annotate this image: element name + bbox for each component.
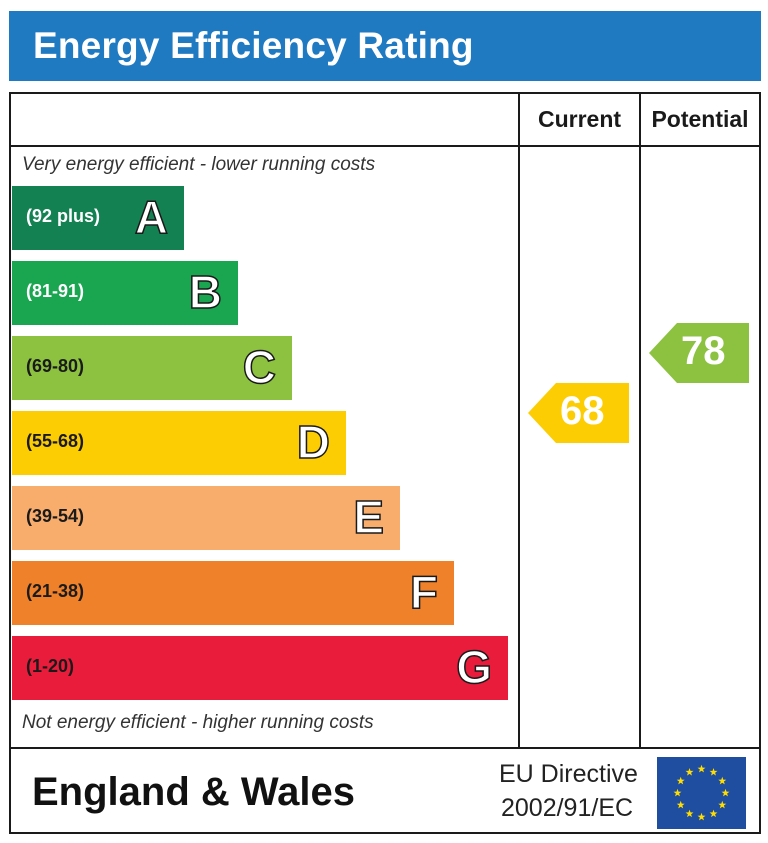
band-letter: B	[188, 265, 223, 319]
band-d: (55-68) D	[12, 411, 346, 475]
band-letter: G	[455, 640, 492, 694]
potential-arrow-polygon	[649, 323, 749, 383]
band-letter: E	[353, 490, 385, 544]
bottom-efficiency-note: Not energy efficient - higher running co…	[22, 712, 374, 733]
current-rating-value: 68	[560, 389, 605, 433]
header-divider	[9, 145, 761, 147]
band-letter: C	[242, 340, 277, 394]
flag-star	[676, 800, 685, 809]
band-e: (39-54) E	[12, 486, 400, 550]
flag-star	[718, 776, 727, 785]
flag-star	[709, 768, 718, 776]
flag-star	[721, 788, 730, 797]
band-g: (1-20) G	[12, 636, 508, 700]
band-range-label: (81-91)	[26, 281, 85, 301]
flag-star	[685, 809, 694, 818]
band-range-label: (92 plus)	[26, 206, 101, 226]
flag-star	[718, 800, 727, 809]
rating-frame	[9, 92, 761, 834]
current-column-header: Current	[537, 106, 622, 132]
title-bar: Energy Efficiency Rating	[9, 11, 761, 81]
flag-star	[697, 764, 706, 773]
band-letter: A	[134, 190, 169, 244]
flag-star	[676, 776, 685, 785]
footer-divider	[9, 747, 761, 749]
band-range-label: (39-54)	[26, 506, 85, 526]
band-range-label: (55-68)	[26, 431, 85, 451]
potential-column-divider	[639, 92, 641, 749]
band-range-label: (69-80)	[26, 356, 85, 376]
flag-star	[697, 812, 706, 821]
flag-star	[685, 768, 694, 776]
flag-star	[709, 809, 718, 818]
chart-title: Energy Efficiency Rating	[33, 25, 474, 66]
potential-column-header: Potential	[651, 106, 749, 132]
band-f: (21-38) F	[12, 561, 454, 625]
current-rating-arrow: 68	[528, 383, 629, 443]
region-label: England & Wales	[32, 770, 356, 814]
eu-flag-icon	[657, 757, 746, 829]
current-column-divider	[518, 92, 520, 749]
band-a: (92 plus) A	[12, 186, 184, 250]
band-letter: F	[409, 565, 439, 619]
band-range-label: (1-20)	[26, 656, 75, 676]
current-arrow-shape	[528, 383, 629, 443]
band-letter: D	[296, 415, 331, 469]
band-c: (69-80) C	[12, 336, 292, 400]
flag-star	[673, 788, 682, 797]
directive-line-1: EU Directive	[499, 760, 638, 788]
top-efficiency-note: Very energy efficient - lower running co…	[22, 154, 376, 175]
band-b: (81-91) B	[12, 261, 238, 325]
potential-rating-arrow: 78	[649, 323, 749, 383]
potential-rating-value: 78	[681, 329, 726, 373]
directive-line-2: 2002/91/EC	[501, 794, 634, 822]
current-arrow-polygon	[528, 383, 629, 443]
band-range-label: (21-38)	[26, 581, 85, 601]
potential-arrow-shape	[649, 323, 749, 383]
